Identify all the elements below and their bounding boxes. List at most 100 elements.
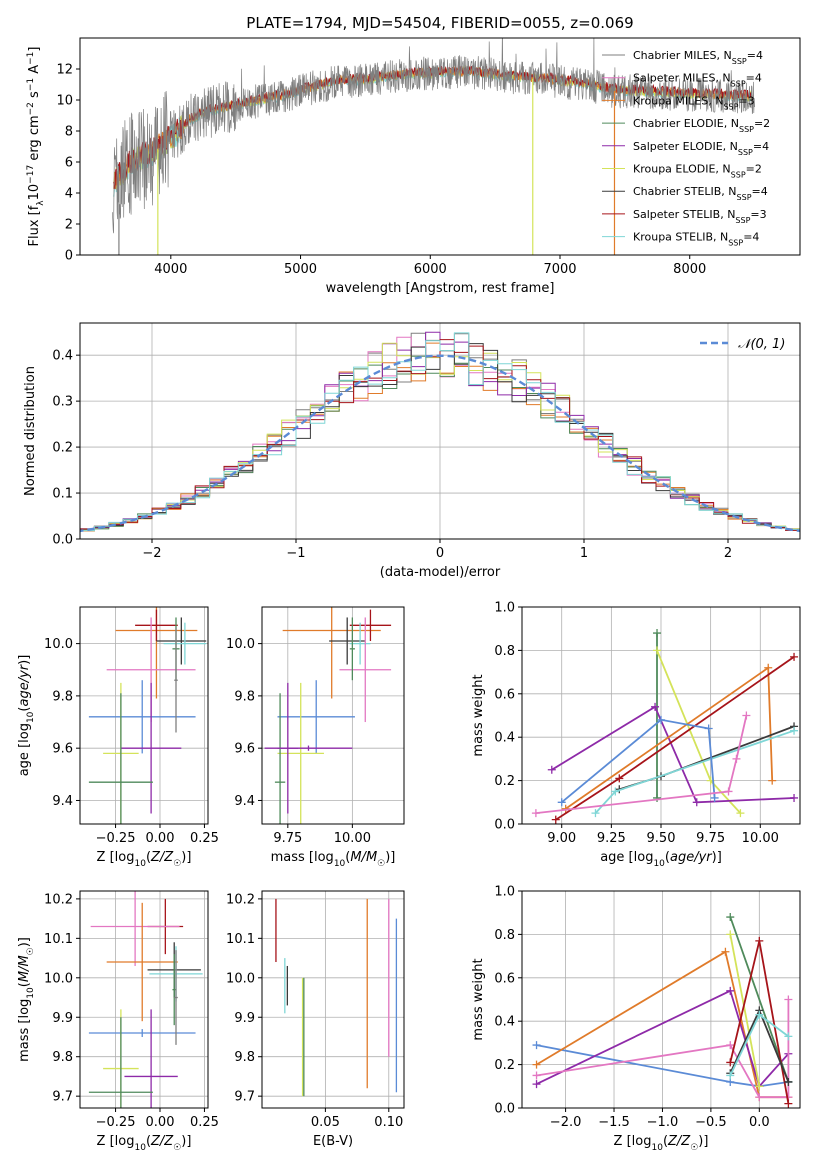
label-part: ☉ [377, 859, 385, 869]
label-part: 10 [26, 711, 36, 723]
axes-frame [261, 890, 405, 1109]
label-part: Z [log [97, 850, 135, 865]
y-tick-label: 4 [65, 187, 73, 202]
x-tick-label: 0.25 [190, 1115, 219, 1130]
label-part: ( [146, 1134, 151, 1149]
label-part: )] [385, 850, 395, 865]
axes-frame [261, 606, 405, 825]
x-tick-label: 5000 [284, 262, 317, 277]
panel-4: 9.75 10.00 9.4 9.6 9.8 10.0 mass [log10(M/M☉)] [226, 606, 405, 869]
label-part: age/yr [670, 850, 713, 865]
legend-label: Chabrier STELIB, N [633, 185, 737, 198]
x-axis-label: Z [log10(Z/Z☉)] [97, 850, 192, 869]
weight-marker [790, 793, 799, 802]
x-tick-label: 0 [436, 546, 444, 561]
x-tick-label: −1.0 [647, 1115, 679, 1130]
weight-marker [726, 1071, 735, 1080]
label-part: erg cm [27, 115, 42, 164]
legend-entry: Kroupa STELIB, NSSP=4 [633, 231, 759, 248]
y-axis-label: Flux [fλ10−17 erg cm−2 s−1 A−1] [26, 47, 46, 247]
panel-1: 4000 5000 6000 7000 8000 0 2 4 6 8 10 12 Chabrier MI… [26, 37, 801, 296]
y-tick-label: 0.2 [494, 774, 515, 789]
y-tick-label: 0.6 [494, 687, 515, 702]
x-tick-label: 0.05 [311, 1115, 340, 1130]
legend-value: =4 [753, 140, 769, 153]
weight-marker [736, 809, 745, 818]
observed-spectrum [112, 38, 755, 234]
weight-marker [653, 629, 662, 638]
weight-marker [726, 1041, 735, 1050]
y-tick-label: 10.1 [44, 932, 73, 947]
label-part: A [27, 65, 42, 78]
legend-label: Kroupa MILES, N [633, 94, 723, 107]
weight-line [536, 1044, 789, 1088]
weight-marker [784, 1099, 793, 1108]
label-part: )] [17, 655, 32, 665]
legend-subscript: SSP [737, 193, 752, 202]
weight-marker [611, 787, 620, 796]
x-tick-label: 4000 [154, 262, 187, 277]
x-tick-label: −1.5 [598, 1115, 630, 1130]
axes-frame [79, 606, 209, 825]
weight-marker [732, 754, 741, 763]
weight-marker [784, 1077, 793, 1086]
label-part: M/M [350, 850, 377, 865]
label-part: Z/Z [150, 1134, 174, 1149]
label-part: age [log [17, 723, 32, 776]
plot-area [88, 891, 203, 1108]
label-part: −1 [26, 78, 36, 91]
axes-frame [79, 890, 209, 1109]
label-part: ( [146, 850, 151, 865]
plot-area [532, 913, 793, 1108]
weight-marker [651, 702, 660, 711]
label-part: 10 [26, 987, 36, 999]
weight-marker [653, 793, 662, 802]
legend-subscript: SSP [739, 125, 754, 134]
x-axis-label: mass [log10(M/M☉)] [271, 850, 396, 869]
y-tick-label: 0 [65, 249, 73, 264]
x-tick-label: 7000 [543, 262, 576, 277]
x-tick-label: 2 [724, 546, 732, 561]
x-tick-label: 9.75 [273, 831, 302, 846]
weight-marker [721, 947, 730, 956]
plot-area [531, 629, 799, 824]
y-tick-label: 9.8 [234, 1050, 255, 1065]
normal-curve [80, 354, 800, 533]
y-tick-label: 10.0 [226, 637, 255, 652]
weight-marker [724, 787, 733, 796]
x-tick-label: −1 [286, 546, 305, 561]
weight-marker [547, 765, 556, 774]
x-tick-label: 0.00 [146, 831, 175, 846]
legend-entry: Kroupa MILES, NSSP=3 [633, 94, 755, 111]
label-part: −2 [26, 102, 36, 115]
y-tick-label: 0.0 [494, 1102, 515, 1117]
y-tick-label: 0.1 [52, 487, 73, 502]
label-part: )] [698, 1134, 708, 1149]
legend-label: Salpeter MILES, N [633, 72, 731, 85]
legend-entry: Chabrier MILES, NSSP=4 [633, 49, 763, 66]
label-part: ( [17, 982, 32, 987]
label-part: Z/Z [667, 1134, 691, 1149]
x-axis-label: (data-model)/error [380, 565, 501, 580]
y-tick-label: 10.0 [44, 971, 73, 986]
label-part: ☉ [690, 1143, 698, 1153]
x-tick-label: 0.25 [190, 831, 219, 846]
weight-marker [657, 715, 665, 724]
panel-8: −2.0 −1.5 −1.0 −0.5 0.0 0.0 0.2 0.4 0.6 0.8 1.0 Z [… [471, 885, 801, 1153]
y-tick-label: 9.4 [234, 794, 255, 809]
label-part: ( [17, 707, 32, 712]
plot-area [275, 898, 398, 1097]
legend-entry: Salpeter MILES, NSSP=4 [633, 72, 762, 89]
legend-subscript: SSP [728, 238, 743, 247]
y-tick-label: 0.4 [494, 1015, 515, 1030]
y-tick-label: 0.2 [52, 441, 73, 456]
weight-marker [726, 913, 735, 922]
legend-value: =2 [746, 163, 762, 176]
y-tick-label: 9.8 [52, 689, 73, 704]
x-tick-label: −2 [142, 546, 161, 561]
legend-subscript: SSP [731, 79, 746, 88]
weight-marker [532, 1041, 541, 1050]
plot-area [80, 331, 800, 534]
legend-label: Salpeter STELIB, N [633, 208, 735, 221]
label-part: ] [27, 47, 42, 52]
